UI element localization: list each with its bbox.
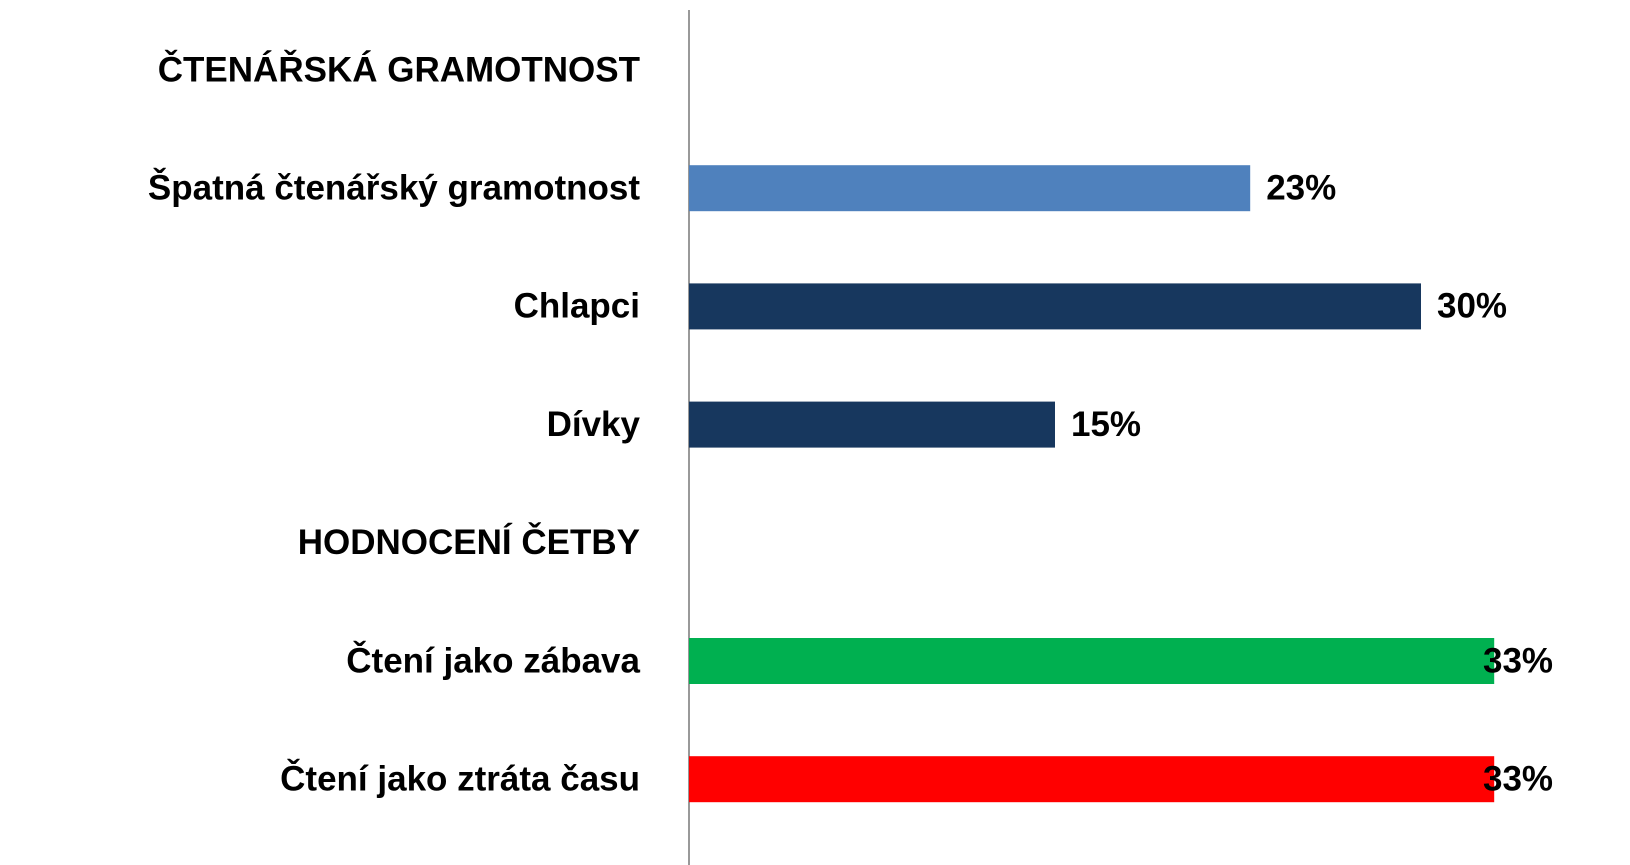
value-label: 30% — [1437, 287, 1507, 326]
category-label: HODNOCENÍ ČETBY — [298, 522, 640, 562]
category-label: Chlapci — [514, 287, 640, 326]
value-label: 15% — [1071, 405, 1141, 444]
category-label: Dívky — [547, 405, 641, 444]
category-label: ČTENÁŘSKÁ GRAMOTNOST — [158, 49, 640, 89]
category-label: Čtení jako ztráta času — [280, 758, 640, 798]
category-label: Špatná čtenářský gramotnost — [148, 167, 640, 207]
bar — [689, 165, 1251, 212]
bar — [689, 401, 1055, 448]
value-label: 33% — [1483, 759, 1553, 798]
bar — [689, 756, 1495, 803]
bar — [689, 638, 1495, 684]
bar — [689, 283, 1421, 330]
value-label: 23% — [1266, 168, 1336, 207]
value-label: 33% — [1483, 641, 1553, 680]
category-label: Čtení jako zábava — [346, 640, 640, 680]
